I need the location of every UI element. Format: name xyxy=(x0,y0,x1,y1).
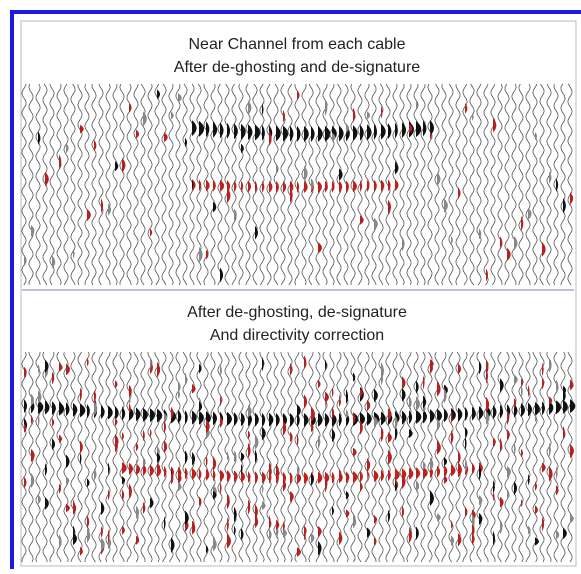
page: Near Channel from each cable After de-gh… xyxy=(0,0,581,569)
panel-title: Near Channel from each cable xyxy=(188,36,405,53)
panel-title: After de-ghosting and de-signature xyxy=(174,59,420,76)
figure: Near Channel from each cable After de-gh… xyxy=(0,0,581,569)
panel-frame xyxy=(21,21,576,566)
panel-title: And directivity correction xyxy=(210,327,384,344)
panel-title: After de-ghosting, de-signature xyxy=(187,304,407,321)
